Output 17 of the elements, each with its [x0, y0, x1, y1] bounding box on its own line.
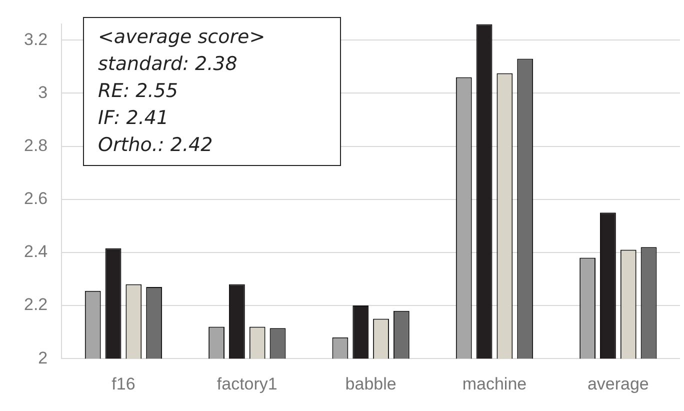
y-tick-label: 2.4 [24, 242, 48, 262]
x-tick-label: f16 [112, 374, 136, 394]
y-tick-label: 2.6 [24, 189, 48, 208]
y-tick-label: 3.2 [24, 30, 48, 49]
annotation: RE: 2.55 [98, 79, 179, 104]
x-tick-label: babble [345, 374, 396, 394]
x-tick-label: machine [462, 374, 527, 394]
annotation: <average score> [98, 25, 266, 50]
annotation: IF: 2.41 [98, 106, 170, 131]
x-tick-label: factory1 [216, 374, 278, 394]
annotation: standard: 2.38 [98, 52, 238, 77]
annotation: Ortho.: 2.42 [98, 133, 214, 158]
y-tick-label: 2.8 [24, 136, 48, 155]
y-tick-label: 3 [38, 82, 48, 102]
y-tick-label: 2.2 [24, 295, 48, 314]
x-tick-label: average [587, 374, 649, 394]
y-tick-label: 2 [38, 348, 48, 368]
